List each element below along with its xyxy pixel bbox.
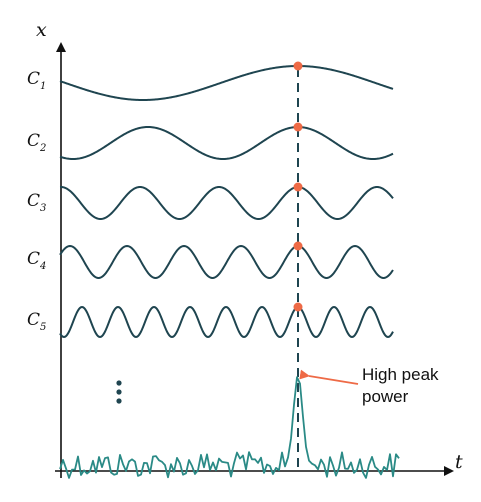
component-label-c1: C1 bbox=[27, 69, 46, 92]
peak-marker-c1 bbox=[293, 61, 303, 71]
peak-marker-c3 bbox=[293, 182, 303, 192]
t-axis-label: t bbox=[455, 451, 463, 473]
annotation-text-line1: High peak bbox=[362, 365, 439, 384]
wave-c3 bbox=[59, 185, 394, 220]
peak-marker-c4 bbox=[293, 241, 303, 251]
wave-c4 bbox=[59, 244, 394, 279]
wave-c2 bbox=[59, 125, 394, 161]
wave-c1 bbox=[59, 65, 394, 101]
x-axis-label: x bbox=[36, 19, 47, 41]
annotation-arrow bbox=[299, 369, 359, 385]
component-label-c2: C2 bbox=[27, 131, 46, 154]
peak-marker-c2 bbox=[293, 122, 303, 132]
component-label-c4: C4 bbox=[27, 249, 46, 272]
more-components-ellipsis bbox=[116, 380, 122, 404]
component-label-c3: C3 bbox=[27, 191, 46, 214]
peak-marker-c5 bbox=[293, 302, 303, 312]
component-labels: C1 C2 C3 C4 C5 bbox=[27, 69, 46, 333]
component-waves bbox=[59, 65, 394, 339]
wave-c5 bbox=[59, 305, 394, 339]
sum-signal bbox=[59, 376, 400, 479]
peak-markers bbox=[293, 61, 303, 312]
annotation-text-line2: power bbox=[362, 387, 409, 406]
component-label-c5: C5 bbox=[27, 310, 46, 333]
